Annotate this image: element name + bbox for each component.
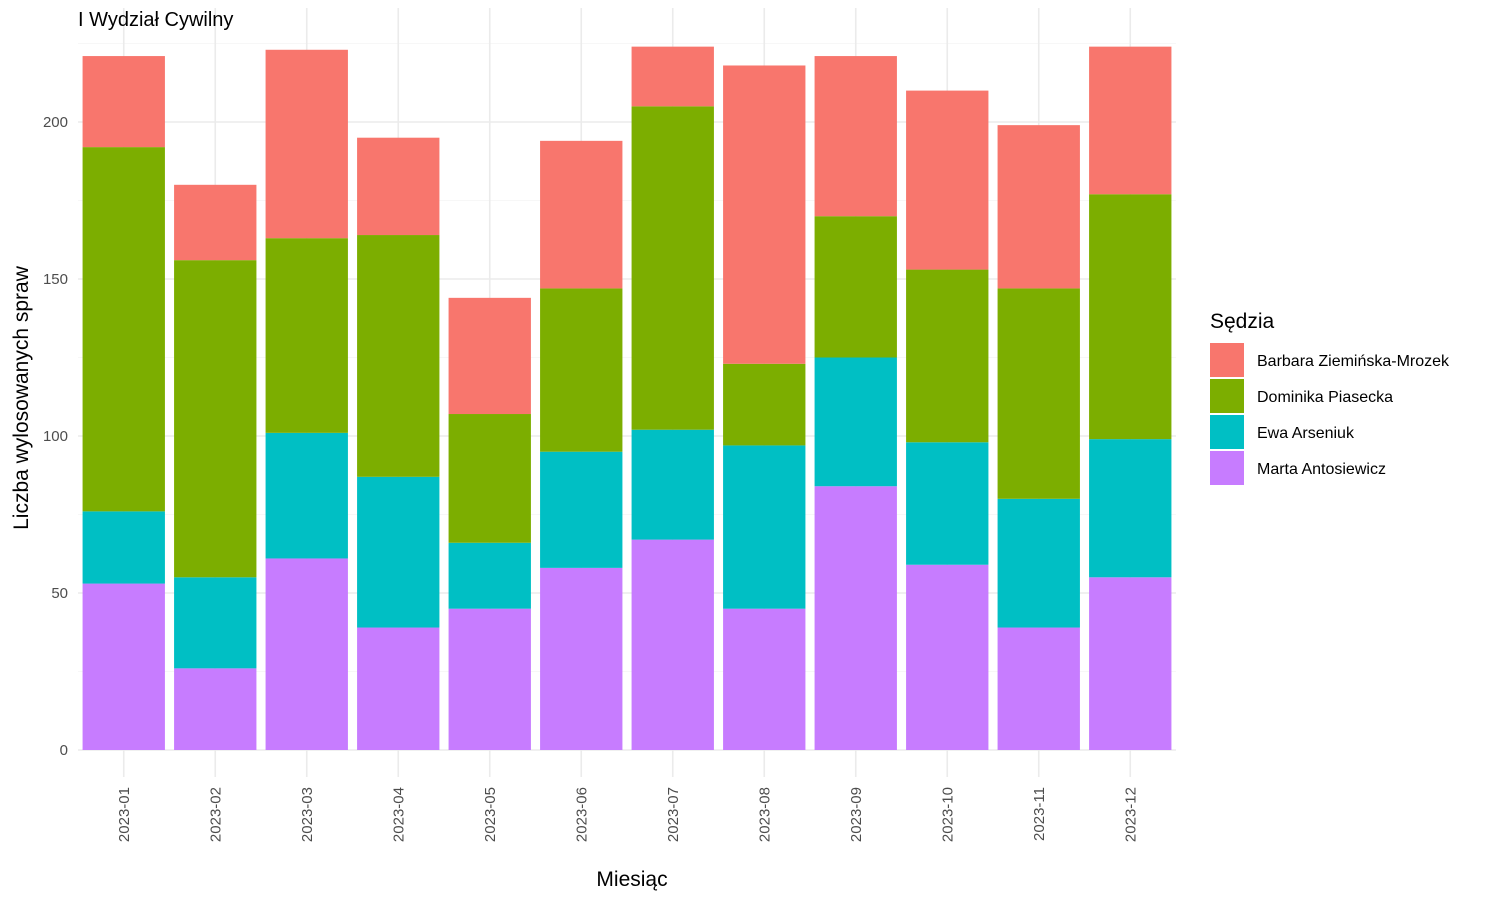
legend-key-marta-antosiewicz [1210, 451, 1244, 485]
bar-2023-01-ewa-arseniuk [82, 511, 165, 584]
x-tick-label: 2023-11 [1031, 787, 1048, 841]
bar-2023-09-ewa-arseniuk [814, 357, 897, 487]
bar-2023-10-marta-antosiewicz [906, 564, 989, 750]
bar-2023-05-barbara-zieminska-mrozek [448, 297, 531, 415]
bar-2023-02-ewa-arseniuk [174, 577, 257, 669]
bar-2023-05-dominika-piasecka [448, 414, 531, 543]
bar-2023-04-ewa-arseniuk [357, 476, 440, 628]
bar-2023-02-marta-antosiewicz [174, 668, 257, 750]
bar-2023-10-ewa-arseniuk [906, 442, 989, 565]
x-tick-label: 2023-12 [1122, 787, 1139, 842]
x-tick-label: 2023-03 [299, 787, 316, 842]
y-axis-ticks: 0 50 100 150 200 [43, 114, 68, 759]
bar-2023-12-dominika-piasecka [1089, 194, 1172, 440]
bar-2023-12-barbara-zieminska-mrozek [1089, 46, 1172, 195]
bar-2023-03-barbara-zieminska-mrozek [265, 49, 348, 239]
bars [82, 46, 1172, 750]
legend-label-barbara-zieminska-mrozek: Barbara Ziemińska-Mrozek [1257, 353, 1450, 370]
bar-2023-03-ewa-arseniuk [265, 432, 348, 559]
y-tick-label: 50 [51, 585, 68, 602]
bar-2023-06-marta-antosiewicz [540, 567, 623, 750]
bar-2023-04-marta-antosiewicz [357, 627, 440, 750]
bar-2023-08-marta-antosiewicz [723, 608, 806, 750]
x-tick-label: 2023-02 [207, 787, 224, 842]
bar-2023-10-dominika-piasecka [906, 269, 989, 443]
x-tick-label: 2023-07 [665, 787, 682, 842]
bar-2023-01-barbara-zieminska-mrozek [82, 56, 165, 148]
legend-key-barbara-zieminska-mrozek [1210, 343, 1244, 377]
y-axis-title: Liczba wylosowanych spraw [10, 265, 33, 530]
x-tick-label: 2023-06 [573, 787, 590, 842]
y-tick-label: 100 [43, 428, 68, 445]
legend-key-ewa-arseniuk [1210, 415, 1244, 449]
bar-2023-07-barbara-zieminska-mrozek [631, 46, 714, 107]
legend-label-marta-antosiewicz: Marta Antosiewicz [1257, 461, 1386, 478]
chart-title: I Wydział Cywilny [78, 9, 233, 31]
x-tick-label: 2023-08 [756, 787, 773, 842]
legend-title: Sędzia [1210, 310, 1275, 333]
bar-2023-03-marta-antosiewicz [265, 558, 348, 750]
bar-2023-02-dominika-piasecka [174, 260, 257, 578]
x-axis-title: Miesiąc [596, 868, 667, 891]
legend-key-dominika-piasecka [1210, 379, 1244, 413]
bar-2023-12-marta-antosiewicz [1089, 577, 1172, 750]
bar-2023-09-barbara-zieminska-mrozek [814, 56, 897, 217]
bar-2023-08-ewa-arseniuk [723, 445, 806, 609]
bar-2023-05-ewa-arseniuk [448, 542, 531, 609]
bar-2023-04-dominika-piasecka [357, 235, 440, 477]
bar-2023-11-barbara-zieminska-mrozek [997, 125, 1080, 289]
legend: Sędzia Barbara Ziemińska-Mrozek Dominika … [1210, 310, 1450, 485]
bar-2023-07-dominika-piasecka [631, 106, 714, 430]
y-tick-label: 150 [43, 271, 68, 288]
x-tick-label: 2023-04 [390, 787, 407, 842]
bar-2023-07-ewa-arseniuk [631, 429, 714, 540]
bar-2023-02-barbara-zieminska-mrozek [174, 184, 257, 261]
bar-2023-01-marta-antosiewicz [82, 583, 165, 750]
x-tick-label: 2023-01 [116, 787, 133, 842]
bar-2023-06-barbara-zieminska-mrozek [540, 140, 623, 289]
bar-2023-09-dominika-piasecka [814, 216, 897, 358]
bar-2023-11-dominika-piasecka [997, 288, 1080, 499]
x-axis-ticks: 2023-01 2023-02 2023-03 2023-04 2023-05 2023-… [116, 787, 1140, 842]
legend-label-dominika-piasecka: Dominika Piasecka [1257, 389, 1393, 406]
bar-2023-11-ewa-arseniuk [997, 498, 1080, 628]
x-tick-label: 2023-09 [848, 787, 865, 842]
bar-2023-10-barbara-zieminska-mrozek [906, 90, 989, 270]
x-tick-label: 2023-10 [939, 787, 956, 842]
bar-2023-06-dominika-piasecka [540, 288, 623, 452]
bar-2023-07-marta-antosiewicz [631, 539, 714, 750]
legend-label-ewa-arseniuk: Ewa Arseniuk [1257, 425, 1355, 442]
bar-2023-11-marta-antosiewicz [997, 627, 1080, 750]
bar-2023-06-ewa-arseniuk [540, 451, 623, 568]
x-tick-label: 2023-05 [482, 787, 499, 842]
bar-2023-12-ewa-arseniuk [1089, 439, 1172, 578]
bar-2023-01-dominika-piasecka [82, 147, 165, 512]
y-tick-label: 0 [60, 742, 68, 759]
bar-2023-08-dominika-piasecka [723, 363, 806, 446]
bar-2023-04-barbara-zieminska-mrozek [357, 137, 440, 236]
y-tick-label: 200 [43, 114, 68, 131]
bar-2023-09-marta-antosiewicz [814, 486, 897, 750]
bar-2023-03-dominika-piasecka [265, 238, 348, 433]
bar-2023-08-barbara-zieminska-mrozek [723, 65, 806, 364]
bar-2023-05-marta-antosiewicz [448, 608, 531, 750]
